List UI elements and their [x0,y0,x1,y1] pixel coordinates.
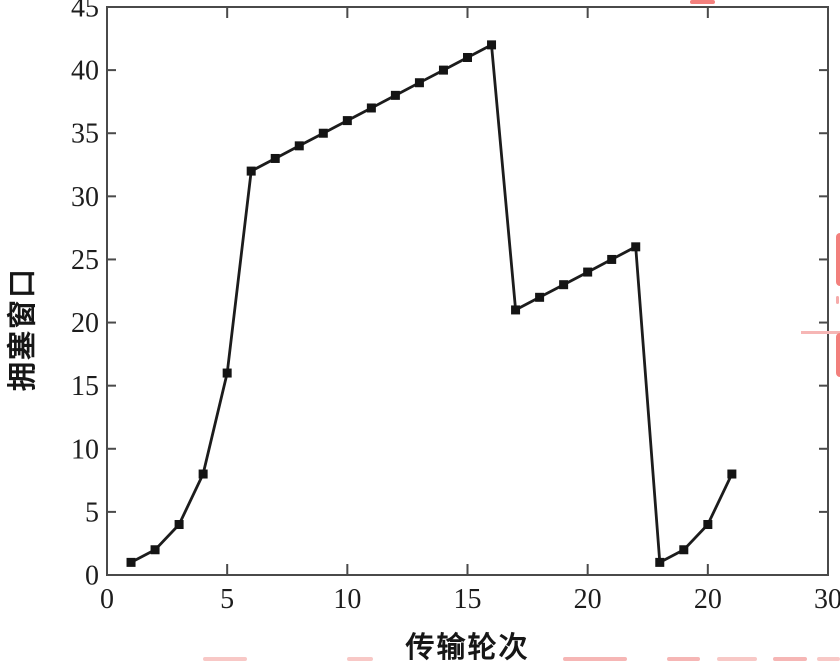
y-tick-label: 40 [71,56,99,87]
plot-frame [106,6,829,576]
x-tick-label: 20 [694,584,722,615]
data-point-marker [487,40,497,50]
scan-artifact-right-line [801,331,840,334]
scan-artifact-right-bar [836,333,840,377]
data-point-marker [174,520,184,530]
data-point-marker [679,545,689,555]
data-point-marker [318,128,328,138]
data-point-marker [535,292,545,302]
y-tick-label: 20 [71,308,99,339]
data-point-marker [150,545,160,555]
data-point-marker [655,557,665,567]
x-tick-label: 0 [100,584,114,615]
data-point-marker [126,557,136,567]
data-point-marker [246,166,256,176]
data-point-marker [703,520,713,530]
congestion-window-series-line [129,43,734,564]
data-point-marker [607,254,617,264]
data-point-marker [511,305,521,315]
data-point-marker [414,78,424,88]
data-point-marker [631,242,641,252]
x-tick-label: 30 [814,584,840,615]
scan-artifact-right-bar [836,233,840,286]
y-tick-label: 0 [85,561,99,592]
scan-artifact-bottom-mark [717,657,757,661]
data-point-marker [270,153,280,163]
data-point-marker [559,280,569,290]
data-point-marker [222,368,232,378]
scan-artifact-right-dot [836,296,839,304]
y-tick-label: 30 [71,182,99,213]
x-tick-label: 10 [333,584,361,615]
x-axis-title: 传输轮次 [405,632,530,662]
data-point-marker [438,65,448,75]
x-tick-label: 5 [220,584,234,615]
data-point-marker [198,469,208,479]
y-tick-label: 45 [71,0,99,24]
scan-artifact-bottom-mark [817,657,840,661]
data-point-marker [390,90,400,100]
data-point-marker [294,141,304,151]
data-point-marker [366,103,376,113]
scan-artifact-bottom-mark [773,657,807,661]
scan-artifact-bottom-mark [667,657,700,661]
scan-artifact-bottom-mark [563,657,627,661]
y-tick-label: 15 [71,371,99,402]
x-tick-label: 15 [454,584,482,615]
x-tick-label: 20 [574,584,602,615]
scan-artifact-bottom-mark [203,657,247,661]
y-axis-title: 拥塞窗口 [7,266,39,392]
data-point-marker [463,52,472,62]
data-point-marker [342,116,352,126]
y-tick-label: 10 [71,434,99,465]
y-tick-label: 5 [85,497,99,528]
y-tick-label: 35 [71,119,99,150]
scan-artifact-top-underline [690,0,715,4]
y-tick-label: 25 [71,245,99,276]
scan-artifact-bottom-mark [347,657,373,661]
data-point-marker [583,267,593,277]
data-point-marker [727,469,737,479]
